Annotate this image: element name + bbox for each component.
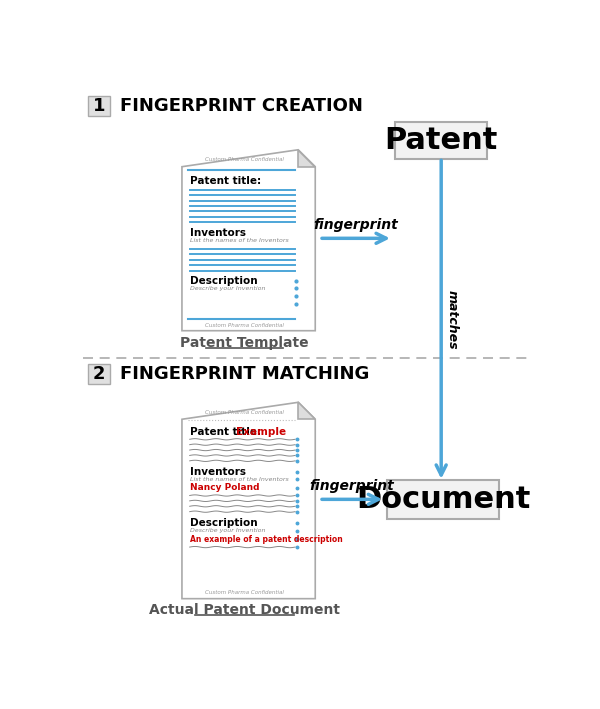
Polygon shape xyxy=(182,402,315,598)
Text: matches: matches xyxy=(446,290,458,350)
Text: FINGERPRINT MATCHING: FINGERPRINT MATCHING xyxy=(120,365,370,383)
Text: Example: Example xyxy=(236,427,286,437)
Text: List the names of the Inventors: List the names of the Inventors xyxy=(190,477,289,482)
Polygon shape xyxy=(182,150,315,330)
Text: FINGERPRINT CREATION: FINGERPRINT CREATION xyxy=(120,97,363,115)
Text: Description: Description xyxy=(190,518,257,528)
Text: Nancy Poland: Nancy Poland xyxy=(190,484,259,492)
Text: Patent Template: Patent Template xyxy=(180,336,308,350)
Text: Patent: Patent xyxy=(385,126,498,155)
Text: Document: Document xyxy=(356,485,530,514)
FancyBboxPatch shape xyxy=(388,480,499,518)
Text: Patent title:: Patent title: xyxy=(190,176,261,186)
Text: Inventors: Inventors xyxy=(190,467,246,476)
Text: Custom Pharma Confidential: Custom Pharma Confidential xyxy=(205,410,284,415)
FancyBboxPatch shape xyxy=(395,122,487,159)
Polygon shape xyxy=(298,402,315,419)
FancyBboxPatch shape xyxy=(88,96,110,116)
Text: 1: 1 xyxy=(93,97,105,115)
Text: 2: 2 xyxy=(93,365,105,383)
Text: Inventors: Inventors xyxy=(190,228,246,238)
Text: Actual Patent Document: Actual Patent Document xyxy=(149,603,340,618)
Text: Custom Pharma Confidential: Custom Pharma Confidential xyxy=(205,157,284,162)
Text: Patent title:: Patent title: xyxy=(190,427,265,437)
FancyBboxPatch shape xyxy=(88,364,110,384)
Text: Describe your Invention: Describe your Invention xyxy=(190,528,265,533)
Text: Describe your Invention: Describe your Invention xyxy=(190,286,265,291)
Text: List the names of the Inventors: List the names of the Inventors xyxy=(190,238,289,243)
Text: fingerprint: fingerprint xyxy=(314,218,398,232)
Text: fingerprint: fingerprint xyxy=(310,479,394,493)
Text: Description: Description xyxy=(190,276,257,286)
Text: Custom Pharma Confidential: Custom Pharma Confidential xyxy=(205,590,284,595)
Text: An example of a patent description: An example of a patent description xyxy=(190,535,343,544)
Polygon shape xyxy=(298,150,315,167)
Text: Custom Pharma Confidential: Custom Pharma Confidential xyxy=(205,323,284,328)
